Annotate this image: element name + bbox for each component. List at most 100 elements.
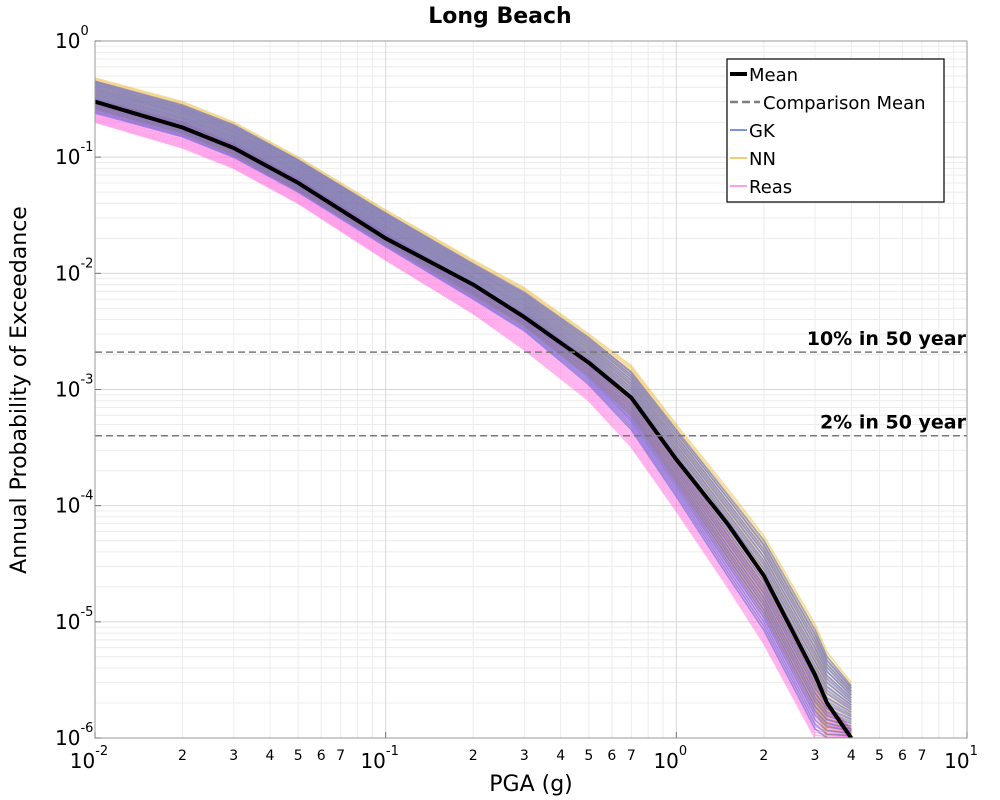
series-line-overlap [95,91,852,707]
series-line-overlap [95,82,853,693]
legend-label-mean: Mean [749,65,798,86]
x-minor-tick-label: 6 [898,748,907,764]
series-line-gk [95,112,852,738]
x-tick-label: 10-1 [360,744,398,773]
series-line-gk [95,107,852,732]
series-line-mean [95,99,853,738]
x-minor-tick-label: 2 [178,748,187,764]
series-line-reas [95,113,852,736]
x-minor-tick-label: 5 [584,748,593,764]
series-line-nn [95,84,852,696]
legend-box [726,58,945,203]
series-line-reas [95,110,852,735]
reference-line-label: 2% in 50 year [820,412,967,434]
series-line-nn [95,92,852,711]
series-line-gk [95,109,852,735]
legend-label-comparison-mean: Comparison Mean [763,93,926,114]
series-line-gk [95,92,852,706]
series-line-gk [95,89,852,701]
x-minor-tick-label: 7 [918,748,927,764]
x-minor-tick-label: 4 [556,748,565,764]
series-line-gk [95,84,852,694]
series-line-reas [95,109,852,735]
x-minor-tick-label: 3 [520,748,529,764]
x-minor-tick-label: 3 [229,748,238,764]
reference-line-label: 10% in 50 year [807,328,967,350]
series-line-reas [95,120,852,738]
y-tick-label: 10-2 [55,256,93,285]
series-line-gk [95,83,852,692]
x-minor-tick-label: 6 [607,748,616,764]
series-band-nn [95,77,852,738]
series-line-nn [95,89,852,706]
series-line-reas [95,104,852,732]
y-tick-label: 10-6 [55,721,93,750]
y-axis-ticks: 100 10-1 10-2 10-3 10-4 10-5 10-6 [55,24,101,750]
series-line-gk [95,106,852,730]
series-line-nn [95,81,852,691]
series-line-nn [95,88,852,704]
series-line-gk [95,90,852,704]
y-tick-label: 10-3 [55,373,93,402]
series-line-gk [95,87,852,699]
series-line-nn [95,85,852,699]
series-line-overlap [95,100,852,721]
series-line-overlap [95,84,852,696]
series-line-nn [95,78,852,686]
x-tick-label: 101 [944,744,978,773]
y-tick-label: 10-1 [55,140,93,169]
x-axis-label: PGA (g) [489,772,573,797]
legend-label-nn: NN [749,149,776,170]
y-tick-label: 10-5 [55,605,93,634]
series-line-reas [95,105,852,733]
x-tick-label: 10-2 [70,744,108,773]
chart-title: Long Beach [428,4,571,29]
y-axis-label: Annual Probability of Exceedance [7,206,32,574]
plot-area-series [95,77,853,738]
series-line-gk [95,100,852,720]
x-minor-tick-label: 7 [336,748,345,764]
series-line-nn [95,106,852,737]
series-line-reas [95,121,852,738]
legend-label-reas: Reas [749,177,792,198]
x-minor-tick-label: 4 [847,748,856,764]
series-line-reas [95,107,852,734]
series-line-reas [95,108,852,734]
series-line-reas [95,119,852,738]
x-minor-tick-label: 5 [875,748,884,764]
series-line-reas [95,114,852,737]
series-band-gk [95,80,852,738]
series-line-reas [95,111,852,735]
series-line-nn [95,77,852,684]
series-line-gk [95,86,852,697]
series-line-gk [95,99,852,718]
series-line-overlap [95,80,853,689]
series-line-nn [95,82,852,694]
series-line-overlap [95,106,852,731]
x-minor-tick-label: 4 [266,748,275,764]
series-line-reas [95,117,852,738]
x-tick-label: 100 [653,744,687,773]
series-line-gk [95,81,852,689]
series-line-reas [95,118,852,738]
series-line-nn [95,80,852,689]
series-line-overlap [95,87,852,700]
x-minor-tick-label: 6 [317,748,326,764]
x-minor-tick-label: 2 [759,748,768,764]
series-line-nn [95,87,852,701]
series-line-nn [95,103,852,732]
legend: Mean Comparison Mean GK NN Reas [726,58,945,203]
x-minor-tick-label: 3 [811,748,820,764]
series-line-gk [95,110,852,737]
legend-label-gk: GK [749,121,776,142]
series-line-reas [95,106,852,733]
series-line-nn [95,108,852,738]
series-line-nn [95,91,852,709]
series-line-gk [95,80,852,687]
series-line-reas [95,116,852,737]
series-line-overlap [95,89,852,703]
reference-lines: 10% in 50 year 2% in 50 year [95,328,967,437]
x-minor-tick-label: 7 [627,748,636,764]
